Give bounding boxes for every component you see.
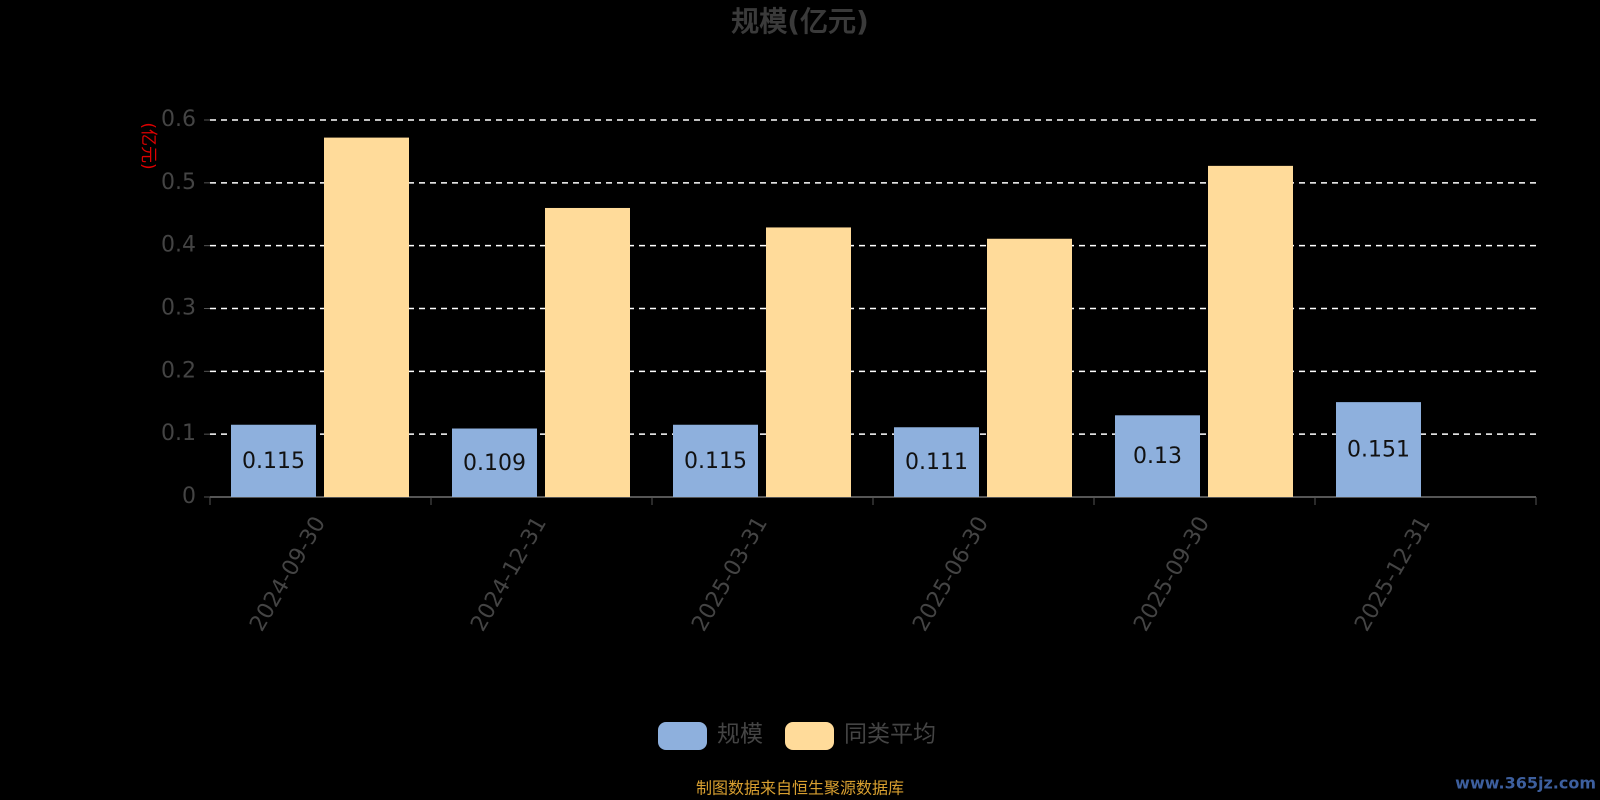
bar <box>894 427 979 497</box>
x-tick-label: 2025-09-30 <box>1129 513 1215 636</box>
y-tick-label: 0.4 <box>161 233 196 258</box>
legend-label[interactable]: 规模 <box>717 722 763 748</box>
bar <box>1336 402 1421 497</box>
x-tick-label: 2025-12-31 <box>1350 513 1436 636</box>
y-tick-label: 0.3 <box>161 296 196 321</box>
y-tick-label: 0.2 <box>161 358 196 383</box>
bar <box>231 424 316 497</box>
bar <box>673 424 758 497</box>
bar <box>766 227 851 497</box>
value-label: 0.109 <box>463 451 526 476</box>
legend-swatch[interactable] <box>658 722 707 750</box>
y-tick-label: 0.6 <box>161 107 196 132</box>
x-tick-label: 2025-06-30 <box>908 513 994 636</box>
bar <box>1208 165 1293 497</box>
value-label: 0.115 <box>684 449 747 474</box>
chart-title: 规模(亿元) <box>731 5 869 38</box>
x-tick-label: 2025-03-31 <box>687 513 773 636</box>
y-tick-label: 0.5 <box>161 170 196 195</box>
bar <box>1115 415 1200 497</box>
value-label: 0.111 <box>905 450 968 475</box>
legend-swatch[interactable] <box>785 722 834 750</box>
bar <box>324 137 409 498</box>
value-label: 0.13 <box>1133 444 1182 469</box>
legend-label[interactable]: 同类平均 <box>844 722 936 748</box>
x-tick-label: 2024-09-30 <box>245 513 331 636</box>
bar <box>545 207 630 497</box>
y-tick-label: 0 <box>182 484 196 509</box>
y-tick-label: 0.1 <box>161 421 196 446</box>
x-tick-label: 2024-12-31 <box>466 513 552 636</box>
source-note: 制图数据来自恒生聚源数据库 <box>696 779 904 798</box>
y-axis-label: (亿元) <box>138 122 158 169</box>
bar <box>452 428 537 497</box>
value-label: 0.115 <box>242 449 305 474</box>
value-label: 0.151 <box>1347 438 1410 463</box>
bar <box>987 238 1072 497</box>
watermark: www.365jz.com <box>1455 774 1596 793</box>
